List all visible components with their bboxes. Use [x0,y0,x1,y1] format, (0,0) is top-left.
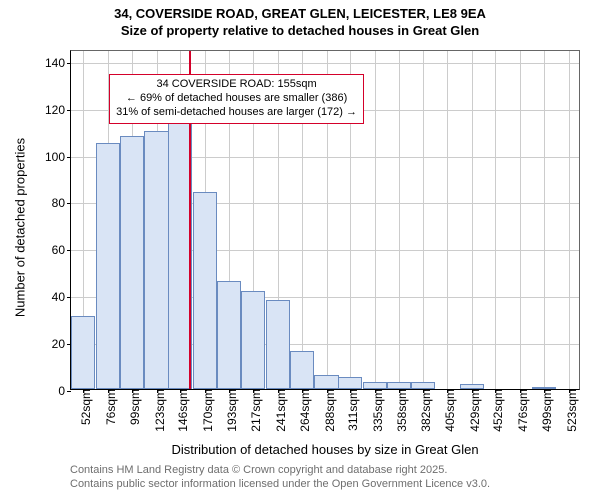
xtick-label: 76sqm [98,389,118,425]
xtick-label: 52sqm [73,389,93,425]
histogram-bar [363,382,387,389]
ytick-label: 0 [58,384,71,398]
histogram-bar [266,300,290,389]
histogram-bar [217,281,241,389]
xtick-label: 170sqm [195,389,215,432]
xtick-label: 146sqm [170,389,190,432]
ytick-label: 60 [52,243,71,257]
gridline-v [495,51,496,389]
histogram-bar [411,382,435,389]
xtick-label: 311sqm [340,389,360,431]
histogram-bar [96,143,120,389]
xtick-label: 99sqm [122,389,142,425]
chart-title-block: 34, COVERSIDE ROAD, GREAT GLEN, LEICESTE… [0,0,600,40]
ytick-label: 20 [52,337,71,351]
xtick-label: 288sqm [317,389,337,432]
xtick-label: 429sqm [462,389,482,432]
gridline-v [520,51,521,389]
xtick-label: 452sqm [485,389,505,432]
histogram-bar [532,387,556,389]
chart-title-line2: Size of property relative to detached ho… [0,23,600,40]
ytick-label: 100 [45,150,71,164]
footer-line2: Contains public sector information licen… [70,478,490,492]
xtick-label: 382sqm [413,389,433,432]
xtick-label: 241sqm [268,389,288,432]
xtick-label: 476sqm [510,389,530,432]
ytick-label: 80 [52,196,71,210]
annotation-line1: 34 COVERSIDE ROAD: 155sqm [116,78,357,92]
gridline-v [569,51,570,389]
gridline-v [447,51,448,389]
gridline-h [71,63,579,64]
histogram-bar [314,375,338,389]
ytick-label: 120 [45,103,71,117]
xtick-label: 358sqm [389,389,409,432]
chart-title-line1: 34, COVERSIDE ROAD, GREAT GLEN, LEICESTE… [0,6,600,23]
histogram-plot: 02040608010012014052sqm76sqm99sqm123sqm1… [70,50,580,390]
xtick-label: 264sqm [292,389,312,432]
xtick-label: 123sqm [147,389,167,432]
xtick-label: 405sqm [437,389,457,432]
histogram-bar [120,136,144,389]
x-axis-title: Distribution of detached houses by size … [171,442,478,457]
xtick-label: 499sqm [534,389,554,432]
annotation-line3: 31% of semi-detached houses are larger (… [116,106,357,120]
ytick-label: 140 [45,56,71,70]
histogram-bar [460,384,484,389]
histogram-bar [387,382,411,389]
gridline-v [399,51,400,389]
gridline-v [375,51,376,389]
histogram-bar [193,192,217,389]
histogram-bar [290,351,314,389]
ytick-label: 40 [52,290,71,304]
gridline-v [423,51,424,389]
footer-line1: Contains HM Land Registry data © Crown c… [70,464,490,478]
footer-note: Contains HM Land Registry data © Crown c… [70,464,490,492]
histogram-bar [241,291,265,389]
annotation-box: 34 COVERSIDE ROAD: 155sqm ← 69% of detac… [109,74,364,123]
histogram-bar [71,316,95,389]
xtick-label: 523sqm [559,389,579,432]
histogram-bar [338,377,362,389]
gridline-v [544,51,545,389]
annotation-line2: ← 69% of detached houses are smaller (38… [116,92,357,106]
gridline-v [472,51,473,389]
histogram-bar [144,131,168,389]
xtick-label: 335sqm [365,389,385,432]
xtick-label: 217sqm [243,389,263,432]
xtick-label: 193sqm [219,389,239,432]
y-axis-title: Number of detached properties [13,128,28,328]
